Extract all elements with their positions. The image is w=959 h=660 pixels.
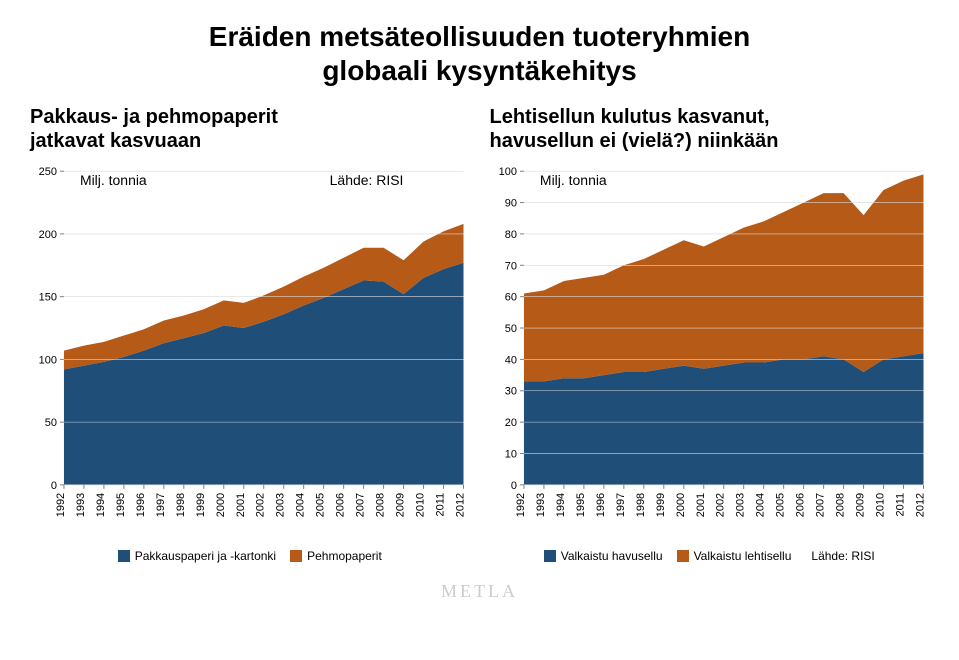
x-tick-label: 1993	[534, 493, 546, 517]
x-tick-label: 1998	[175, 493, 187, 517]
unit-label: Milj. tonnia	[539, 172, 606, 188]
right-chart-column: Lehtisellun kulutus kasvanut, havusellun…	[490, 105, 930, 563]
x-tick-label: 2011	[435, 493, 447, 517]
left-subtitle-line1: Pakkaus- ja pehmopaperit	[30, 106, 278, 128]
x-tick-label: 2000	[215, 493, 227, 517]
legend-label-0: Valkaistu havusellu	[561, 549, 663, 563]
x-tick-label: 1999	[195, 493, 207, 517]
y-tick-label: 30	[504, 386, 516, 398]
x-tick-label: 1994	[95, 493, 107, 517]
y-tick-label: 50	[504, 323, 516, 335]
y-tick-label: 0	[510, 480, 516, 492]
x-tick-label: 2006	[335, 493, 347, 517]
x-tick-label: 2010	[415, 493, 427, 517]
right-chart-box: 0 10 20 30 40 50 60 70 80 90 100 1992 1993 1994 1995 19…	[490, 163, 930, 543]
y-tick-label: 100	[498, 166, 516, 178]
charts-row: Pakkaus- ja pehmopaperit jatkavat kasvua…	[30, 105, 929, 563]
x-tick-label: 2001	[235, 493, 247, 517]
left-chart-column: Pakkaus- ja pehmopaperit jatkavat kasvua…	[30, 105, 470, 563]
x-tick-label: 2008	[375, 493, 387, 517]
right-subtitle: Lehtisellun kulutus kasvanut, havusellun…	[490, 105, 930, 157]
y-tick-label: 90	[504, 198, 516, 210]
x-tick-label: 1994	[554, 493, 566, 517]
x-tick-label: 2004	[754, 493, 766, 517]
x-tick-label: 2006	[794, 493, 806, 517]
x-tick-label: 2005	[315, 493, 327, 517]
x-tick-label: 2002	[714, 493, 726, 517]
x-tick-label: 2000	[674, 493, 686, 517]
left-subtitle-line2: jatkavat kasvuaan	[30, 130, 201, 152]
y-tick-label: 50	[45, 417, 57, 429]
x-tick-label: 2001	[694, 493, 706, 517]
right-subtitle-line2: havusellun ei (vielä?) niinkään	[490, 130, 779, 152]
y-tick-label: 0	[51, 480, 57, 492]
left-chart-svg: 0 50 100 150 200 250 1992 1993 1994 1995 1996 1997 1…	[30, 163, 470, 543]
x-tick-label: 1992	[55, 493, 67, 517]
right-legend: Valkaistu havusellu Valkaistu lehtisellu…	[490, 549, 930, 563]
y-tick-label: 40	[504, 355, 516, 367]
left-chart-box: 0 50 100 150 200 250 1992 1993 1994 1995 1996 1997 1…	[30, 163, 470, 543]
x-tick-label: 2012	[455, 493, 467, 517]
x-tick-label: 1995	[574, 493, 586, 517]
legend-swatch-0	[544, 550, 556, 562]
legend-label-0: Pakkauspaperi ja -kartonki	[135, 549, 276, 563]
legend-item-0: Pakkauspaperi ja -kartonki	[118, 549, 276, 563]
right-chart-svg: 0 10 20 30 40 50 60 70 80 90 100 1992 1993 1994 1995 19…	[490, 163, 930, 543]
x-tick-label: 2009	[395, 493, 407, 517]
legend-item-0: Valkaistu havusellu	[544, 549, 663, 563]
x-tick-label: 2002	[255, 493, 267, 517]
legend-label-1: Pehmopaperit	[307, 549, 382, 563]
y-tick-label: 250	[39, 166, 57, 178]
x-tick-label: 2011	[894, 493, 906, 517]
x-tick-label: 1999	[654, 493, 666, 517]
x-tick-label: 1997	[155, 493, 167, 517]
left-legend: Pakkauspaperi ja -kartonki Pehmopaperit	[30, 549, 470, 563]
right-subtitle-line1: Lehtisellun kulutus kasvanut,	[490, 106, 770, 128]
x-tick-label: 2008	[834, 493, 846, 517]
x-tick-label: 2005	[774, 493, 786, 517]
left-subtitle: Pakkaus- ja pehmopaperit jatkavat kasvua…	[30, 105, 470, 157]
y-tick-label: 80	[504, 229, 516, 241]
x-tick-label: 2004	[295, 493, 307, 517]
x-tick-label: 1995	[115, 493, 127, 517]
legend-item-1: Valkaistu lehtisellu	[677, 549, 792, 563]
title-line-2: globaali kysyntäkehitys	[322, 55, 636, 86]
x-tick-label: 2007	[355, 493, 367, 517]
x-tick-label: 2003	[275, 493, 287, 517]
y-tick-label: 70	[504, 260, 516, 272]
area-1	[523, 175, 923, 382]
x-tick-label: 1998	[634, 493, 646, 517]
source-label: Lähde: RISI	[330, 172, 404, 188]
x-tick-label: 2007	[814, 493, 826, 517]
x-tick-label: 2003	[734, 493, 746, 517]
x-tick-label: 1996	[594, 493, 606, 517]
legend-swatch-0	[118, 550, 130, 562]
y-tick-label: 20	[504, 417, 516, 429]
x-tick-label: 2009	[854, 493, 866, 517]
y-tick-label: 100	[39, 355, 57, 367]
main-title: Eräiden metsäteollisuuden tuoteryhmien g…	[30, 20, 929, 87]
y-tick-label: 150	[39, 292, 57, 304]
legend-swatch-1	[290, 550, 302, 562]
y-tick-label: 60	[504, 292, 516, 304]
title-line-1: Eräiden metsäteollisuuden tuoteryhmien	[209, 21, 750, 52]
legend-source: Lähde: RISI	[811, 549, 874, 563]
x-tick-label: 1996	[135, 493, 147, 517]
legend-swatch-1	[677, 550, 689, 562]
y-tick-label: 200	[39, 229, 57, 241]
footer-logo: METLA	[30, 581, 929, 602]
x-tick-label: 1997	[614, 493, 626, 517]
x-tick-label: 2010	[874, 493, 886, 517]
x-tick-label: 1993	[75, 493, 87, 517]
x-tick-label: 2012	[914, 493, 926, 517]
legend-label-1: Valkaistu lehtisellu	[694, 549, 792, 563]
legend-item-1: Pehmopaperit	[290, 549, 382, 563]
y-tick-label: 10	[504, 449, 516, 461]
unit-label: Milj. tonnia	[80, 172, 147, 188]
x-tick-label: 1992	[514, 493, 526, 517]
